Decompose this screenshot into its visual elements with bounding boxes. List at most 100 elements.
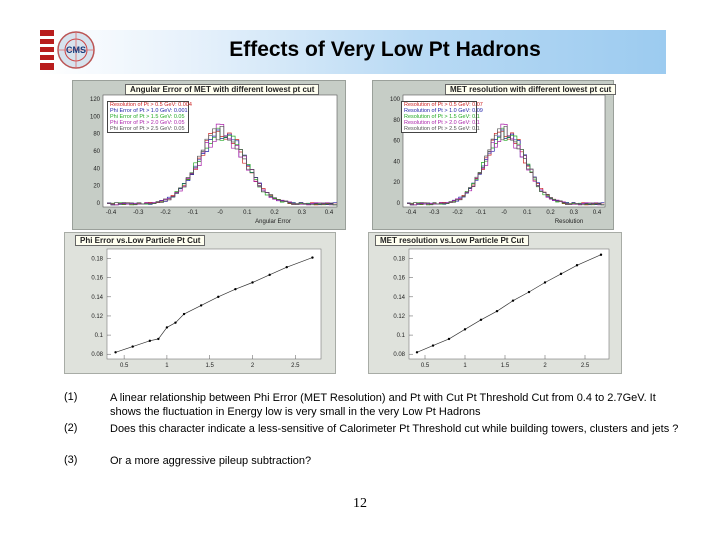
data-point [182, 312, 186, 316]
y-tick-label: 60 [93, 149, 100, 155]
y-tick-label: 20 [393, 180, 400, 186]
x-tick-label: 0.3 [298, 210, 307, 216]
x-tick-label: 0.4 [593, 210, 602, 216]
x-tick-label: 2 [543, 363, 547, 369]
phi-error-histogram: Angular Error of MET with different lowe… [72, 80, 346, 230]
y-tick-label: 0.12 [91, 314, 103, 320]
y-tick-label: 40 [393, 159, 400, 165]
y-tick-label: 0.16 [91, 276, 103, 282]
data-point [511, 299, 515, 302]
y-tick-label: 0.1 [397, 333, 406, 339]
x-tick-label: 0.1 [243, 210, 252, 216]
legend-entry: Phi Error of Pt > 1.5 GeV: 0.05 [110, 114, 185, 120]
line-plot-svg: 0.18 0.16 0.14 0.12 0.1 0.08 0.5 1 1.5 2 2.5 [393, 248, 610, 369]
y-tick-label: 0 [397, 201, 401, 207]
phi-error-vs-pt-plot: Phi Error vs.Low Particle Pt Cut 0.18 0.1… [64, 232, 336, 374]
y-tick-label: 0.1 [95, 333, 104, 339]
note-number-2: (2) [64, 422, 78, 434]
histogram-legend: Resolution of Pt > 0.5 GeV: 0.004 Phi Err… [107, 101, 192, 133]
data-point [174, 321, 177, 324]
x-tick-label: 1.5 [206, 363, 215, 369]
line-plot-svg: 0.18 0.16 0.14 0.12 0.1 0.08 0.5 1 1.5 2 2.5 [91, 248, 322, 369]
legend-entry: Resolution of Pt > 2.0 GeV: 0.1 [404, 120, 480, 126]
y-tick-label: 0.14 [393, 295, 405, 301]
x-axis-label: Resolution [555, 219, 583, 225]
logo-text: CMS [66, 45, 86, 55]
cms-logo: CMS [40, 28, 102, 74]
y-tick-label: 40 [93, 166, 100, 172]
x-tick-label: -0.4 [406, 210, 417, 216]
x-tick-label: -0 [217, 210, 223, 216]
data-point [234, 287, 237, 291]
x-tick-label: -0.3 [429, 210, 440, 216]
y-tick-label: 0.18 [91, 257, 103, 263]
x-tick-label: 0.1 [523, 210, 532, 216]
x-tick-label: -0.1 [476, 210, 487, 216]
x-tick-label: -0 [501, 210, 507, 216]
data-point [114, 351, 117, 354]
legend-entry: Resolution of Pt > 0.5 GeV: 0.07 [404, 102, 483, 108]
header-bar [38, 30, 666, 74]
plot-title: Angular Error of MET with different lowe… [125, 84, 320, 95]
histogram-series [407, 125, 605, 206]
x-tick-label: 0.5 [421, 363, 430, 369]
x-axis-label: Angular Error [255, 219, 291, 225]
data-point [165, 326, 169, 329]
data-point [463, 328, 467, 331]
plot-title: MET resolution vs.Low Particle Pt Cut [375, 235, 530, 246]
data-point [251, 281, 254, 284]
page-number: 12 [353, 496, 367, 511]
legend-entry: Phi Error of Pt > 2.0 GeV: 0.05 [110, 120, 185, 126]
y-tick-label: 0.18 [393, 257, 405, 263]
plot-title: MET resolution with different lowest pt … [445, 84, 617, 95]
y-tick-label: 100 [390, 97, 401, 103]
data-point [285, 265, 288, 269]
data-point [199, 304, 203, 307]
plot-title: Phi Error vs.Low Particle Pt Cut [75, 235, 206, 246]
x-tick-label: 2.5 [291, 363, 300, 369]
data-point [268, 273, 271, 277]
met-resolution-histogram: MET resolution with different lowest pt … [372, 80, 617, 230]
data-point [599, 253, 603, 256]
data-point [479, 318, 483, 321]
legend-entry: Phi Error of Pt > 2.5 GeV: 0.05 [110, 126, 185, 132]
data-point [543, 281, 547, 284]
x-tick-label: 0.4 [325, 210, 334, 216]
legend-entry: Phi Error of Pt > 1.0 GeV: 0.001 [110, 108, 188, 114]
y-tick-label: 0 [97, 201, 101, 207]
note-text-2: Does this character indicate a less-sens… [110, 423, 679, 435]
data-point [311, 256, 314, 259]
x-tick-label: 0.5 [120, 363, 129, 369]
note-number-3: (3) [64, 454, 78, 466]
y-tick-label: 20 [93, 184, 100, 190]
note-text-3: Or a more aggressive pileup subtraction? [110, 455, 312, 467]
y-tick-label: 0.16 [393, 276, 405, 282]
x-tick-label: -0.4 [106, 210, 117, 216]
x-tick-label: 1 [165, 363, 169, 369]
legend-entry: Resolution of Pt > 0.5 GeV: 0.004 [110, 102, 192, 108]
plot-frame [408, 248, 610, 360]
x-tick-label: 2 [251, 363, 255, 369]
x-tick-label: -0.3 [133, 210, 144, 216]
plot-frame [106, 248, 322, 360]
met-resolution-vs-pt-plot: MET resolution vs.Low Particle Pt Cut 0.… [368, 232, 622, 374]
legend-entry: Resolution of Pt > 2.5 GeV: 0.1 [404, 126, 480, 132]
y-tick-label: 120 [90, 97, 101, 103]
data-point [495, 309, 499, 313]
legend-entry: Resolution of Pt > 1.0 GeV: 0.09 [404, 108, 483, 114]
y-tick-label: 80 [393, 118, 400, 124]
y-tick-label: 0.08 [91, 352, 103, 358]
data-line [115, 257, 313, 353]
x-tick-label: 1.5 [501, 363, 510, 369]
y-tick-label: 60 [393, 139, 400, 145]
x-tick-label: 0.2 [270, 210, 279, 216]
note-text-1: A linear relationship between Phi Error … [110, 392, 656, 418]
histogram-legend: Resolution of Pt > 0.5 GeV: 0.07 Resoluti… [401, 101, 483, 133]
y-tick-label: 0.12 [393, 314, 405, 320]
y-tick-label: 80 [93, 132, 100, 138]
slide-title: Effects of Very Low Pt Hadrons [229, 38, 541, 61]
y-tick-label: 100 [90, 114, 101, 120]
x-tick-label: -0.2 [160, 210, 171, 216]
data-point [148, 339, 151, 343]
data-point [157, 337, 160, 341]
